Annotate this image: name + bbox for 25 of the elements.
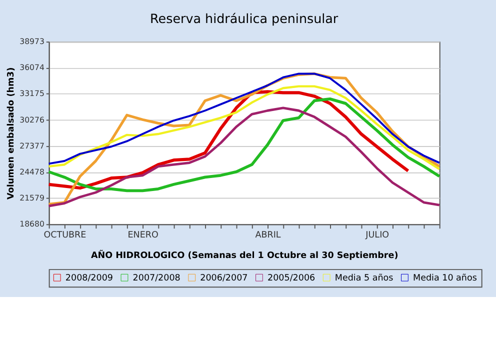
line-series bbox=[48, 106, 441, 208]
y-tick-label: 33175 bbox=[20, 89, 44, 98]
x-axis-title: AÑO HIDROLOGICO (Semanas del 1 Octubre al 30 Septiembre) bbox=[90, 248, 398, 261]
x-tick-label: OCTUBRE bbox=[44, 230, 86, 240]
legend-label: 2006/2007 bbox=[200, 274, 248, 284]
y-tick-label: 27377 bbox=[20, 141, 44, 150]
y-tick-label: 24478 bbox=[20, 167, 44, 176]
line-series bbox=[48, 72, 440, 165]
y-tick-label: 36074 bbox=[20, 63, 44, 72]
legend-label: Media 10 años bbox=[413, 274, 478, 284]
y-tick-label: 30276 bbox=[20, 115, 44, 124]
legend-label: Media 5 años bbox=[334, 274, 394, 284]
line-series bbox=[48, 85, 440, 170]
chart-title: Reserva hidráulica peninsular bbox=[150, 11, 339, 26]
y-tick-label: 38973 bbox=[20, 37, 44, 46]
legend-label: 2007/2008 bbox=[132, 274, 180, 284]
legend-label: 2008/2009 bbox=[65, 274, 113, 284]
y-tick-label: 18680 bbox=[20, 220, 44, 229]
y-tick-label: 21579 bbox=[20, 194, 44, 203]
legend-label: 2005/2006 bbox=[268, 274, 316, 284]
line-series bbox=[47, 97, 441, 192]
x-tick-label: ENERO bbox=[128, 230, 158, 240]
y-axis-title: Volumen embalsado (hm3) bbox=[6, 67, 17, 200]
x-tick-label: ABRIL bbox=[255, 230, 281, 240]
x-tick-label: JULIO bbox=[364, 230, 390, 240]
